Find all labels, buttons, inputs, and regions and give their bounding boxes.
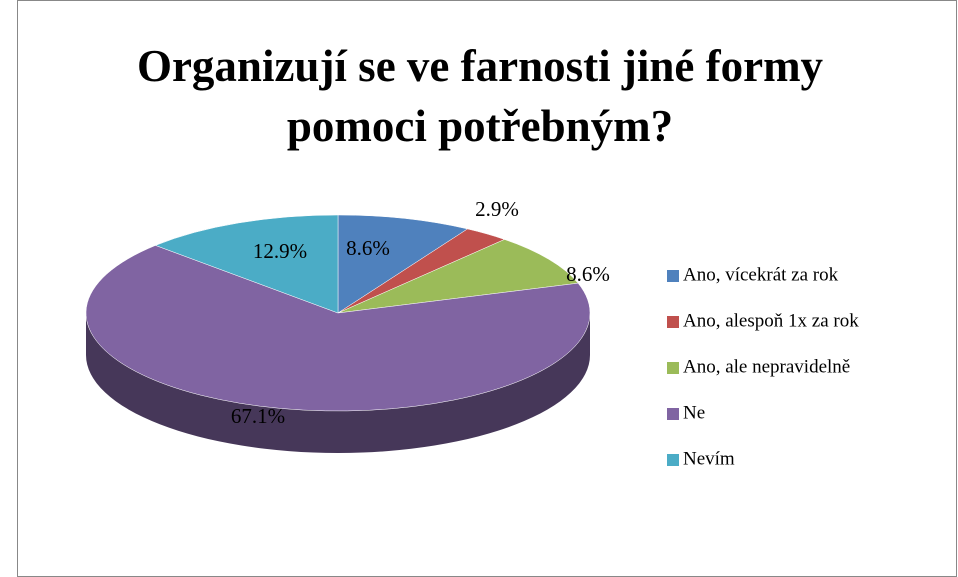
data-label: 8.6% [346,236,390,260]
chart-title: Organizují se ve farnosti jiné formy pom… [136,41,824,151]
legend-label: Ano, vícekrát za rok [683,264,839,285]
legend-swatch [667,454,679,466]
legend-label: Ano, ale nepravidelně [683,356,850,377]
legend-swatch [667,316,679,328]
data-label: 12.9% [253,239,307,263]
legend-swatch [667,270,679,282]
legend-label: Nevím [683,448,735,469]
pie-slice [337,214,469,314]
data-label: 67.1% [231,404,285,428]
legend-swatch [667,408,679,420]
data-label: 8.6% [566,262,610,286]
pie-slice [154,214,339,314]
legend-label: Ano, alespoň 1x za rok [683,310,859,331]
data-label: 2.9% [475,197,519,221]
legend-swatch [667,362,679,374]
pie-slice [337,239,579,314]
legend-label: Ne [683,402,705,423]
pie-slice [85,245,591,412]
pie-side [86,313,590,453]
